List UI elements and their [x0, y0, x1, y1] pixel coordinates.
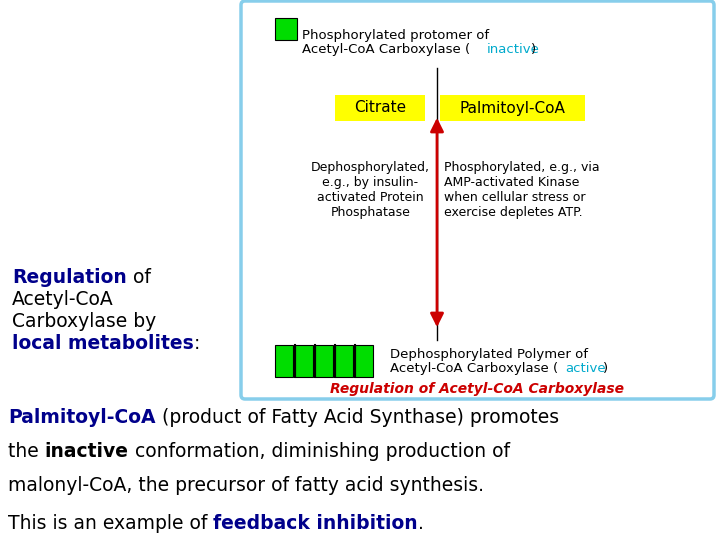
- Text: ): ): [531, 43, 536, 56]
- Text: (product of Fatty Acid Synthase) promotes: (product of Fatty Acid Synthase) promote…: [156, 408, 559, 427]
- Text: local metabolites: local metabolites: [12, 334, 194, 353]
- FancyBboxPatch shape: [241, 1, 714, 399]
- Text: This is an example of: This is an example of: [8, 514, 213, 533]
- Bar: [295, 345, 313, 377]
- Text: ): ): [603, 362, 608, 375]
- Text: malonyl-CoA, the precursor of fatty acid synthesis.: malonyl-CoA, the precursor of fatty acid…: [8, 476, 484, 495]
- Text: Regulation: Regulation: [12, 268, 127, 287]
- Bar: [315, 345, 333, 377]
- Text: Acetyl-CoA: Acetyl-CoA: [12, 290, 114, 309]
- Text: .: .: [418, 514, 424, 533]
- Text: Acetyl-CoA Carboxylase (: Acetyl-CoA Carboxylase (: [302, 43, 470, 56]
- Bar: [275, 18, 297, 40]
- Text: Dephosphorylated Polymer of: Dephosphorylated Polymer of: [390, 348, 588, 361]
- Text: Dephosphorylated,
e.g., by insulin-
activated Protein
Phosphatase: Dephosphorylated, e.g., by insulin- acti…: [311, 161, 430, 219]
- Text: Acetyl-CoA Carboxylase (: Acetyl-CoA Carboxylase (: [390, 362, 558, 375]
- Text: Citrate: Citrate: [354, 100, 406, 116]
- Bar: [355, 345, 373, 377]
- Text: Phosphorylated protomer of: Phosphorylated protomer of: [302, 29, 489, 42]
- Text: Regulation of Acetyl-CoA Carboxylase: Regulation of Acetyl-CoA Carboxylase: [330, 382, 624, 396]
- Text: :: :: [194, 334, 200, 353]
- Text: Carboxylase by: Carboxylase by: [12, 312, 156, 331]
- Text: the: the: [8, 442, 45, 461]
- Text: conformation, diminishing production of: conformation, diminishing production of: [129, 442, 510, 461]
- Text: Palmitoyl-CoA: Palmitoyl-CoA: [459, 100, 565, 116]
- Text: Palmitoyl-CoA: Palmitoyl-CoA: [8, 408, 156, 427]
- Bar: [275, 345, 293, 377]
- Text: feedback inhibition: feedback inhibition: [213, 514, 418, 533]
- Bar: [335, 95, 425, 121]
- Text: inactive: inactive: [487, 43, 540, 56]
- Text: inactive: inactive: [45, 442, 129, 461]
- Bar: [335, 345, 353, 377]
- Text: Phosphorylated, e.g., via
AMP-activated Kinase
when cellular stress or
exercise : Phosphorylated, e.g., via AMP-activated …: [444, 161, 600, 219]
- Bar: [440, 95, 585, 121]
- Text: of: of: [127, 268, 150, 287]
- Text: active: active: [565, 362, 606, 375]
